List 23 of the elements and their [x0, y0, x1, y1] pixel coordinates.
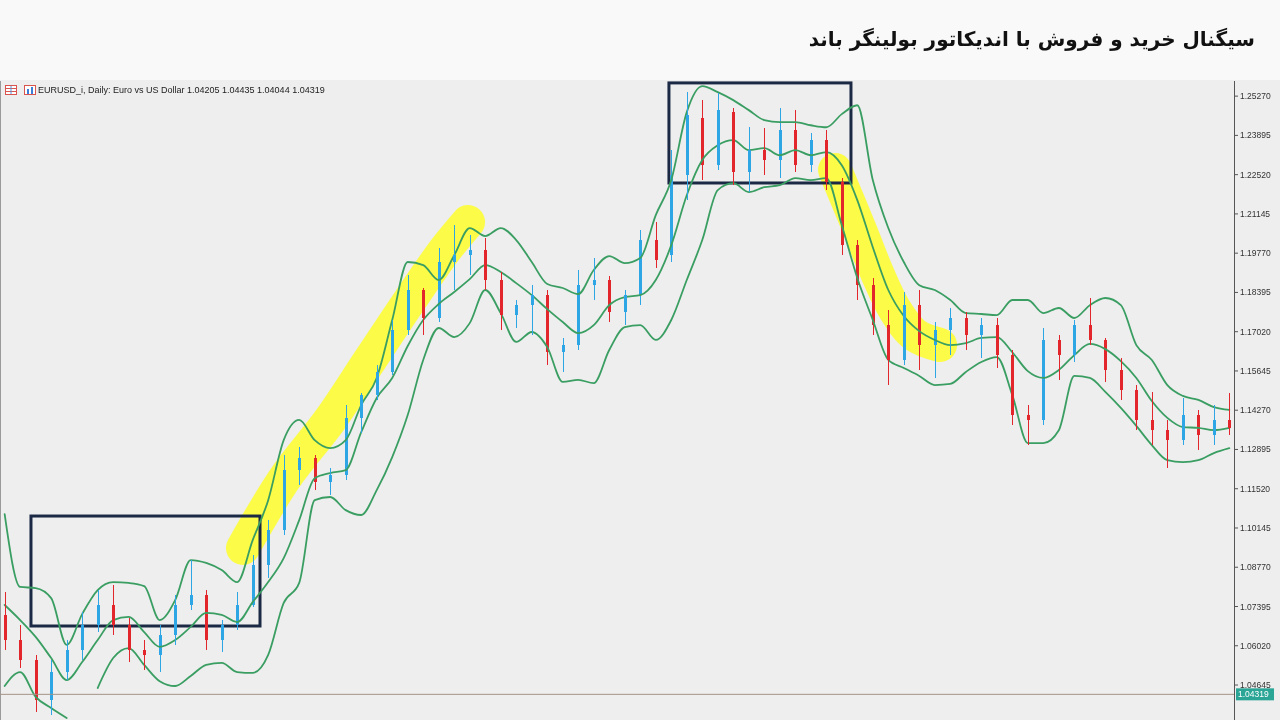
- ref-line-label: 1.04319: [1238, 689, 1269, 700]
- y-tick-label: 1.22520: [1240, 169, 1271, 180]
- y-tick-label: 1.06020: [1240, 640, 1271, 651]
- y-tick-label: 1.19770: [1240, 248, 1271, 259]
- y-tick-label: 1.11520: [1240, 483, 1271, 494]
- y-tick-label: 1.14270: [1240, 405, 1271, 416]
- y-tick-label: 1.25270: [1240, 91, 1271, 102]
- y-tick-label: 1.17020: [1240, 326, 1271, 337]
- y-tick-label: 1.23895: [1240, 130, 1271, 141]
- y-tick-label: 1.10145: [1240, 522, 1271, 533]
- chart-title: سیگنال خرید و فروش با اندیکاتور بولینگر باند: [808, 27, 1255, 51]
- y-tick-label: 1.15645: [1240, 365, 1271, 376]
- y-tick-label: 1.12895: [1240, 444, 1271, 455]
- text: EURUSD_i, Daily: Euro vs US Dollar 1.04205 1.04435 1.04044 1.04319: [38, 85, 325, 95]
- candlestick: [453, 225, 456, 290]
- y-tick-label: 1.08770: [1240, 562, 1271, 573]
- candlestick: [1027, 405, 1030, 445]
- candlestick: [469, 235, 472, 275]
- y-tick-label: 1.07395: [1240, 601, 1271, 612]
- y-tick-label: 1.18395: [1240, 287, 1271, 298]
- candlestick: [593, 258, 596, 300]
- y-tick-label: 1.21145: [1240, 208, 1271, 219]
- y-tick-label: 1.04645: [1240, 680, 1271, 691]
